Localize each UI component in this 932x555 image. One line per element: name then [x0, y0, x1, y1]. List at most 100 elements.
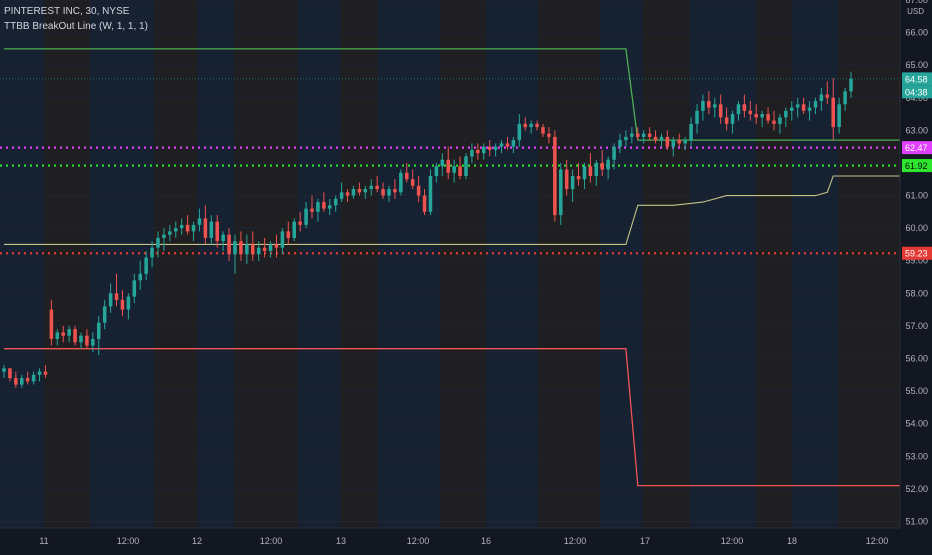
x-tick-label: 12:00 — [564, 536, 587, 546]
candle-body — [156, 237, 160, 248]
candle-body — [428, 176, 433, 212]
candle-body — [404, 172, 409, 180]
candle-body — [55, 332, 60, 339]
candle-body — [286, 231, 291, 238]
last-price-badge: 64.58 — [905, 74, 928, 84]
candle-body — [742, 104, 747, 111]
candle-body — [381, 189, 385, 196]
y-tick-label: 58.00 — [905, 288, 928, 298]
candle-body — [19, 378, 24, 385]
candle-body — [730, 114, 735, 124]
candle-body — [635, 133, 640, 137]
candle-body — [173, 228, 178, 232]
candle-body — [529, 123, 533, 128]
candle-body — [736, 104, 741, 115]
candle-body — [292, 221, 297, 238]
y-tick-label: 56.00 — [905, 354, 928, 364]
candle-body — [197, 218, 202, 225]
candle-body — [558, 169, 563, 216]
session-band — [197, 0, 234, 528]
session-band — [600, 0, 643, 528]
candle-body — [825, 94, 830, 98]
lime-badge-bg — [902, 159, 932, 173]
candle-body — [387, 189, 391, 196]
session-band — [486, 0, 538, 528]
x-tick-label: 12:00 — [721, 536, 744, 546]
x-tick-label: 17 — [640, 536, 650, 546]
candle-body — [778, 117, 782, 124]
candle-body — [789, 107, 794, 111]
breakout-trailing-line — [4, 175, 932, 245]
candle-body — [333, 198, 338, 206]
candle-body — [239, 241, 243, 255]
candle-body — [250, 244, 255, 255]
x-tick-label: 12:00 — [407, 536, 430, 546]
candle-body — [316, 202, 320, 212]
candle-body — [351, 189, 356, 196]
candle-body — [594, 162, 599, 176]
candle-body — [67, 329, 71, 336]
breakout-lower-line — [4, 348, 932, 487]
candle-body — [718, 104, 723, 118]
candle-body — [576, 176, 581, 180]
candle-body — [707, 101, 711, 108]
indicator-title[interactable]: TTBB BreakOut Line (W, 1, 1, 1) — [4, 21, 148, 32]
candle-body — [416, 185, 421, 196]
candle-body — [126, 296, 131, 310]
candle-body — [446, 159, 451, 173]
session-band — [792, 0, 838, 528]
candle-body — [487, 146, 492, 150]
x-tick-label: 12 — [192, 536, 202, 546]
candle-body — [363, 189, 368, 193]
y-tick-label: 61.00 — [905, 191, 928, 201]
candle-body — [73, 329, 77, 343]
y-tick-label: 54.00 — [905, 419, 928, 429]
candle-body — [102, 306, 107, 323]
candle-body — [505, 143, 510, 147]
candle-body — [8, 368, 12, 379]
candle-body — [683, 140, 687, 144]
y-tick-label: 55.00 — [905, 386, 928, 396]
candle-body — [280, 231, 285, 248]
candle-body — [547, 133, 551, 137]
candle-body — [553, 136, 557, 216]
candle-body — [570, 176, 575, 190]
candle-body — [108, 293, 113, 307]
candle-body — [310, 208, 314, 212]
candle-body — [322, 202, 326, 209]
session-band — [690, 0, 756, 528]
candle-body — [499, 143, 504, 147]
x-tick-label: 13 — [336, 536, 346, 546]
candle-body — [375, 185, 379, 190]
session-band — [538, 0, 600, 528]
candle-body — [227, 234, 231, 255]
candle-body — [724, 117, 729, 124]
candle-body — [399, 172, 403, 193]
candle-body — [144, 257, 148, 274]
x-tick-label: 11 — [39, 536, 48, 546]
candle-body — [831, 97, 836, 128]
candle-body — [440, 159, 445, 167]
candle-body — [843, 91, 847, 105]
candle-body — [582, 166, 587, 180]
y-tick-label: 53.00 — [905, 451, 928, 461]
symbol-title[interactable]: PINTEREST INC, 30, NYSE — [4, 6, 130, 17]
candle-body — [606, 159, 610, 170]
red-badge: 59.23 — [905, 249, 928, 259]
candle-body — [701, 101, 705, 111]
candle-body — [470, 149, 474, 157]
candle-body — [535, 123, 539, 128]
candle-body — [221, 234, 225, 242]
y-tick-label: 67.00 — [905, 0, 928, 5]
candle-body — [458, 166, 462, 176]
candle-body — [695, 110, 699, 124]
candle-body — [671, 140, 676, 147]
candle-body — [191, 224, 196, 232]
candle-body — [209, 221, 214, 238]
session-band — [643, 0, 690, 528]
candle-body — [630, 133, 634, 137]
candle-body — [807, 107, 812, 111]
session-band — [44, 0, 90, 528]
